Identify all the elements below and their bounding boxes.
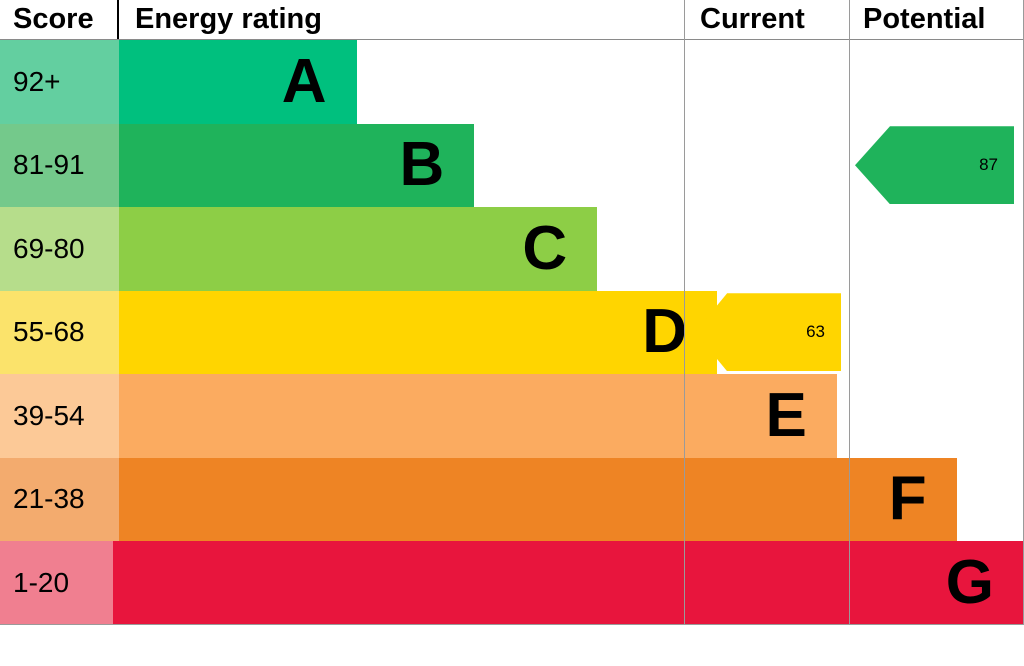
header-potential: Potential — [863, 3, 986, 35]
header-score: Score — [0, 0, 119, 39]
band-bar-g: G — [113, 541, 1024, 625]
score-range-a: 92+ — [0, 40, 119, 124]
header-energy-rating: Energy rating — [135, 3, 322, 35]
score-range-g: 1-20 — [0, 541, 114, 625]
divider-current-potential — [849, 0, 850, 625]
band-row-g: 1-20 G — [0, 541, 1024, 625]
score-range-b: 81-91 — [0, 123, 119, 207]
divider-bottom-edge — [0, 624, 1024, 625]
score-range-e: 39-54 — [0, 374, 119, 458]
chart-header: Score Energy rating Current Potential — [0, 0, 1024, 40]
band-bar-c: C — [119, 207, 598, 291]
current-rating-value: 63 — [806, 322, 825, 342]
band-bar-b: B — [119, 123, 475, 207]
score-range-c: 69-80 — [0, 207, 119, 291]
score-range-f: 21-38 — [0, 457, 119, 541]
header-current: Current — [700, 3, 805, 35]
band-row-f: 21-38 F — [0, 457, 1024, 541]
band-row-c: 69-80 C — [0, 207, 1024, 291]
band-letter-b: B — [399, 130, 445, 200]
band-bar-e: E — [119, 374, 837, 458]
band-bar-d: D — [119, 290, 718, 374]
band-row-b: 81-91 B — [0, 123, 1024, 207]
potential-rating-value: 87 — [979, 155, 998, 175]
band-letter-g: G — [945, 547, 994, 617]
band-bar-f: F — [119, 457, 957, 541]
band-row-d: 55-68 D — [0, 290, 1024, 374]
score-range-d: 55-68 — [0, 290, 119, 374]
band-letter-d: D — [642, 297, 688, 367]
band-letter-e: E — [765, 380, 807, 450]
band-letter-a: A — [281, 46, 327, 116]
band-letter-c: C — [522, 213, 568, 283]
potential-rating-arrow: 87 — [855, 126, 1014, 205]
band-rows: 92+ A 81-91 B 69-80 C 55-68 D 39-54 — [0, 40, 1024, 625]
band-row-a: 92+ A — [0, 40, 1024, 124]
current-rating-arrow: 63 — [695, 293, 841, 372]
divider-rating-current — [684, 0, 685, 625]
band-row-e: 39-54 E — [0, 374, 1024, 458]
band-letter-f: F — [888, 464, 927, 534]
band-bar-a: A — [119, 40, 357, 124]
